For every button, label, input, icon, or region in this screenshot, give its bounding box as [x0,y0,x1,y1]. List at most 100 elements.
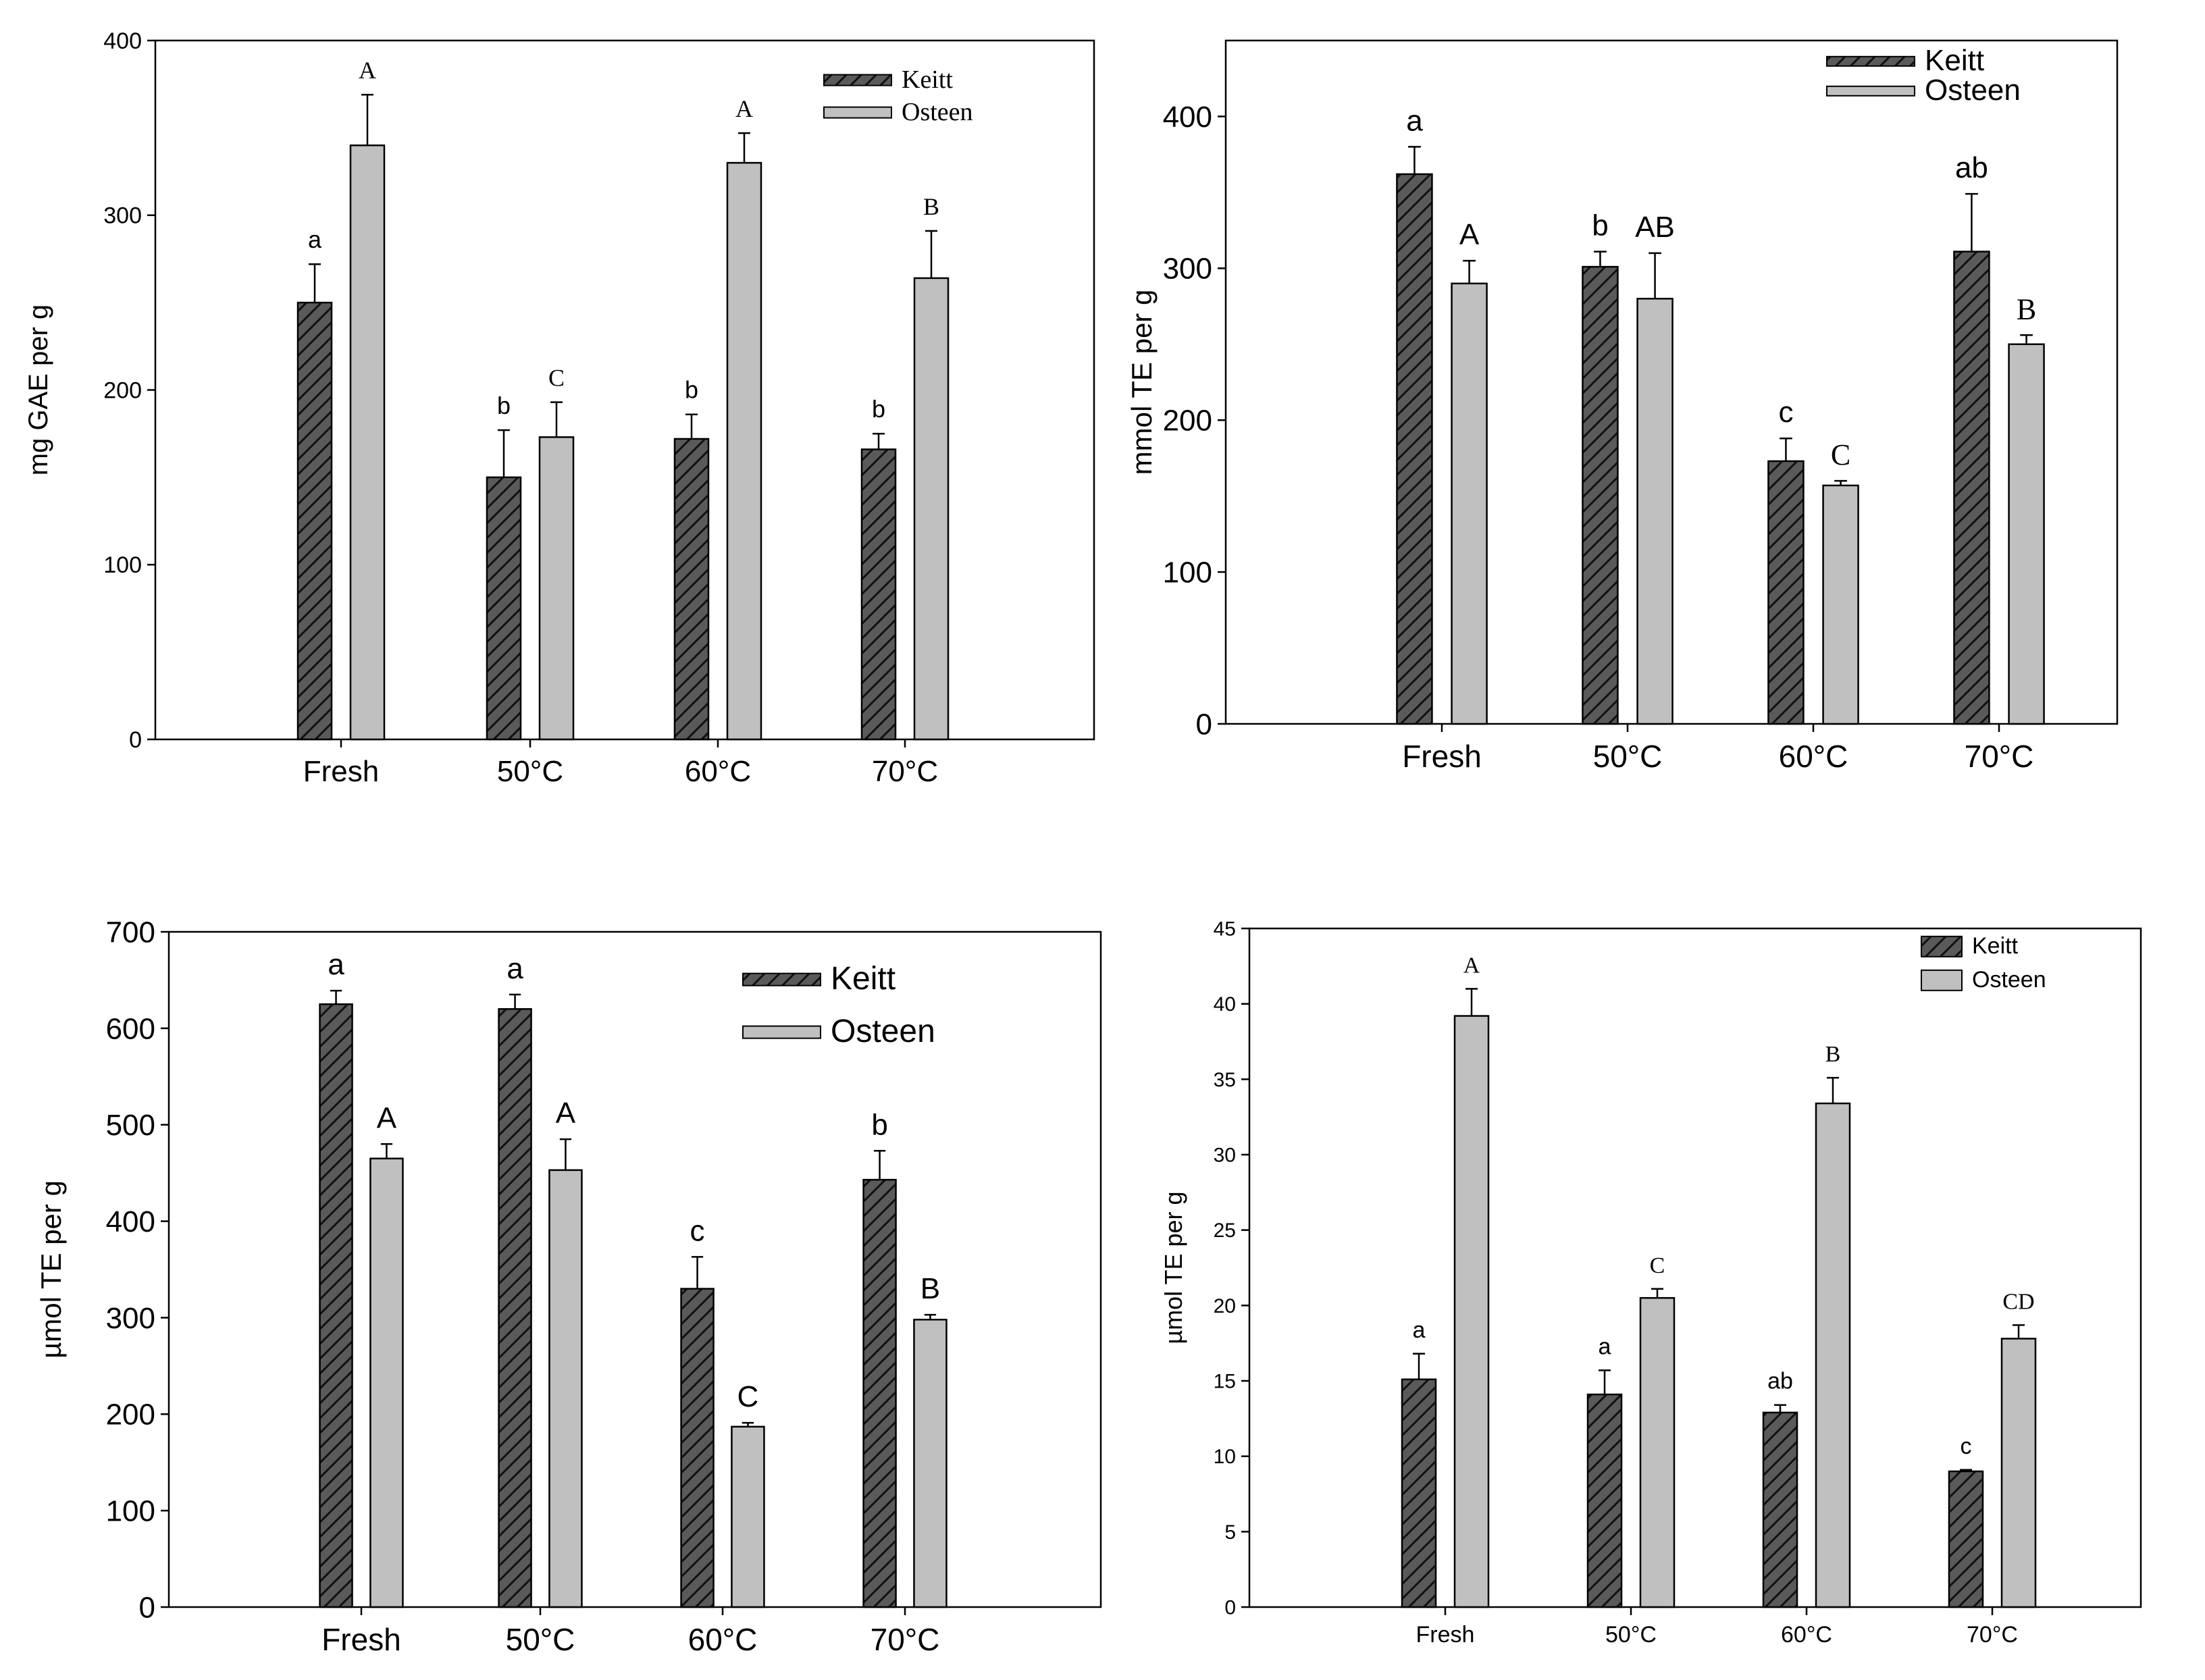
y-tick-label: 300 [103,203,142,229]
chart-panel-2: 0 100 200 300 400 mmol TE per g Fresh a A 50°C b AB… [1126,39,2119,774]
legend-label: Keitt [1925,44,1984,77]
plot-frame [167,930,1102,1608]
y-tick-label: 30 [1214,1145,1236,1167]
significance-letter: C [1650,1253,1665,1278]
x-tick-label: 70°C [1965,739,2034,774]
x-tick-label: Fresh [1416,1622,1475,1648]
plot-frame [1248,927,2142,1608]
significance-letter: ab [1767,1369,1793,1394]
keitt-bar [1953,251,1990,725]
y-tick-label: 45 [1214,918,1236,941]
osteen-bar [1636,298,1674,725]
y-tick-label: 200 [103,377,142,403]
osteen-bar [1451,282,1488,725]
y-tick-label: 40 [1214,993,1236,1016]
y-tick-label: 400 [106,1205,155,1238]
chart-panel-4: 0 5 10 15 20 25 30 35 40 45 µmol TE per g Fresh a A 50… [1160,918,2142,1648]
legend-swatch [1826,55,1915,67]
y-tick-label: 400 [1163,101,1212,134]
y-tick-label: 20 [1214,1295,1236,1317]
significance-letter: B [1825,1042,1841,1067]
x-tick-label: Fresh [321,1622,401,1657]
y-tick-label: 100 [103,552,142,578]
y-tick-label: 200 [1163,404,1212,438]
y-tick-label: 100 [1163,556,1212,589]
y-tick-label: 10 [1214,1446,1236,1468]
x-tick-label: Fresh [303,755,379,788]
significance-letter: b [497,392,511,419]
significance-letter: AB [1635,211,1675,244]
y-tick-label: 300 [106,1302,155,1335]
legend-label: Osteen [1972,967,2046,993]
y-axis-label: mmol TE per g [1126,290,1158,475]
osteen-bar [726,161,762,741]
y-tick-label: 100 [106,1495,155,1528]
osteen-bar [538,436,575,741]
legend-swatch [1826,85,1915,97]
keitt-bar [1401,1378,1437,1608]
keitt-bar [1948,1470,1984,1608]
significance-letter: A [1459,218,1480,251]
y-tick-label: 0 [129,727,142,753]
x-tick-label: 70°C [872,755,938,788]
x-tick-label: 50°C [506,1622,575,1657]
significance-letter: c [690,1214,705,1247]
chart-panel-1: 0 100 200 300 400 mg GAE per g Fresh a A 50°C b C 60… [24,28,1095,788]
legend-label: Osteen [1925,74,2021,107]
y-tick-label: 600 [106,1012,155,1045]
significance-letter: a [1599,1334,1611,1359]
x-tick-label: 70°C [871,1622,940,1657]
legend-swatch [742,972,821,987]
y-tick-label: 0 [1224,1597,1236,1619]
legend-label: Keitt [902,65,953,94]
legend-swatch [742,1025,821,1039]
chart-panel-3: 0 100 200 300 400 500 600 700 µmol TE per g Fresh… [35,916,1102,1657]
y-axis-label: mg GAE per g [24,305,53,475]
significance-letter: A [359,57,376,84]
y-tick-label: 35 [1214,1069,1236,1091]
significance-letter: a [308,226,322,253]
significance-letter: A [377,1101,397,1134]
significance-letter: C [737,1380,759,1413]
legend-swatch [1921,969,1963,991]
legend-label: Osteen [902,98,973,126]
significance-letter: a [507,952,523,985]
y-tick-label: 700 [106,916,155,949]
significance-letter: CD [2002,1289,2034,1314]
legend-swatch [1921,935,1963,957]
keitt-bar [862,1178,897,1608]
significance-letter: B [920,1272,940,1305]
y-tick-label: 0 [1196,708,1212,741]
keitt-bar [319,1003,353,1608]
significance-letter: b [871,1108,887,1141]
legend-label: Keitt [831,961,896,997]
x-tick-label: 60°C [1779,739,1848,774]
significance-letter: ab [1955,151,1988,184]
significance-letter: B [2017,292,2036,325]
significance-letter: A [556,1097,576,1130]
osteen-bar [1822,484,1859,725]
significance-letter: C [1831,438,1850,471]
osteen-bar [349,145,386,741]
significance-letter: a [1413,1317,1426,1343]
significance-letter: c [1961,1434,1972,1459]
plot-frame [154,39,1095,741]
osteen-bar [548,1169,583,1608]
keitt-bar [680,1288,715,1608]
x-tick-label: 70°C [1967,1622,2018,1648]
osteen-bar [1453,1015,1490,1608]
legend-label: Osteen [831,1014,935,1049]
y-axis-label: µmol TE per g [35,1180,67,1359]
keitt-bar [673,438,710,741]
significance-letter: A [735,95,753,122]
osteen-bar [1639,1296,1676,1608]
significance-letter: C [548,365,565,392]
x-tick-label: Fresh [1402,739,1482,774]
osteen-bar [369,1157,404,1608]
x-tick-label: 60°C [688,1622,758,1657]
osteen-bar [731,1425,765,1608]
y-tick-label: 0 [139,1591,155,1624]
x-tick-label: 60°C [1781,1622,1832,1648]
y-tick-label: 25 [1214,1219,1236,1242]
